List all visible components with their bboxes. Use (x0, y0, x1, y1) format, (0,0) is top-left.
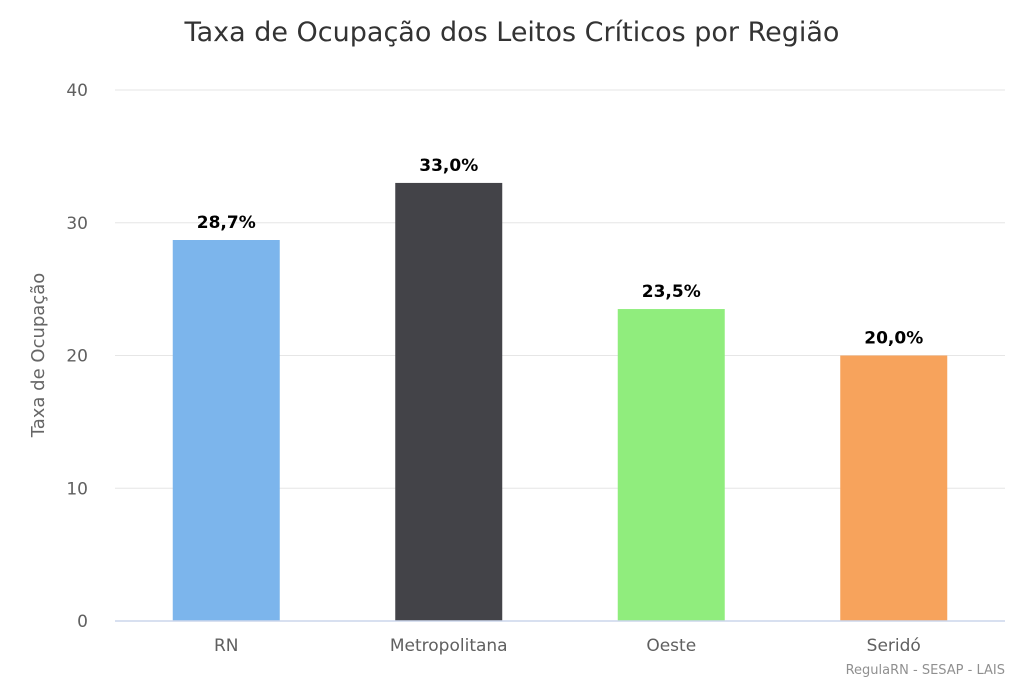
x-tick-label: RN (214, 636, 239, 656)
data-labels: 28,7% 33,0% 23,5% 20,0% (197, 156, 923, 349)
x-tick-label: Metropolitana (390, 636, 508, 656)
y-axis-label: Taxa de Ocupação (28, 273, 49, 439)
x-tick-label: Oeste (646, 636, 696, 656)
bar (172, 240, 280, 621)
y-tick-label: 10 (66, 479, 88, 499)
data-label: 20,0% (864, 329, 923, 349)
bar (617, 309, 725, 621)
data-label: 28,7% (197, 213, 256, 233)
y-tick-label: 40 (66, 81, 88, 101)
bars (172, 182, 948, 622)
bar (840, 355, 948, 621)
y-tick-label: 30 (66, 214, 88, 234)
y-tick-label: 0 (77, 612, 88, 632)
credits: RegulaRN - SESAP - LAIS (846, 663, 1005, 678)
y-axis-ticks: 0 10 20 30 40 (66, 81, 88, 632)
y-tick-label: 20 (66, 347, 88, 367)
chart-title: Taxa de Ocupação dos Leitos Críticos por… (184, 17, 840, 48)
bar (395, 182, 503, 622)
data-label: 33,0% (419, 156, 478, 176)
data-label: 23,5% (642, 282, 701, 302)
x-tick-label: Seridó (867, 636, 921, 656)
x-axis-ticks: RN Metropolitana Oeste Seridó (214, 636, 921, 656)
